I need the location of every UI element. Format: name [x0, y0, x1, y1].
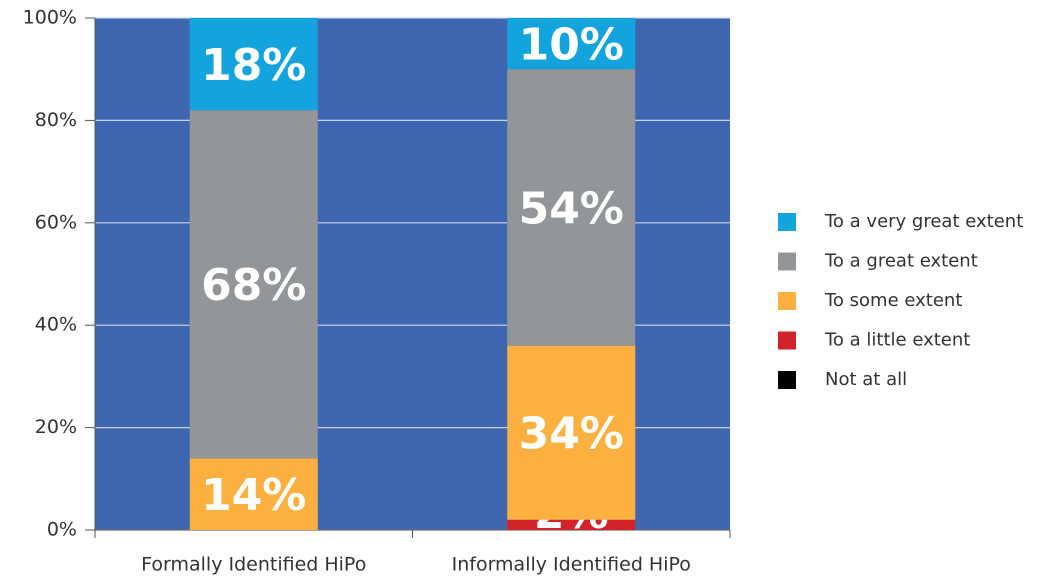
- y-tick-label: 80%: [35, 109, 77, 131]
- bar-segment: [507, 519, 636, 530]
- bar-segment: [507, 69, 636, 346]
- x-tick-label: Informally Identified HiPo: [452, 554, 691, 576]
- value-label: 34%: [519, 409, 624, 460]
- bar-segment: [189, 18, 318, 111]
- legend-swatch: [778, 213, 796, 231]
- bar-segment: [507, 345, 636, 520]
- bar-segment: [189, 458, 318, 530]
- legend-label: To a little extent: [824, 330, 970, 351]
- x-tick-label: Formally Identified HiPo: [141, 554, 366, 576]
- value-label: 18%: [201, 40, 306, 91]
- value-label: 14%: [201, 470, 306, 521]
- legend-label: To some extent: [824, 290, 962, 311]
- legend-swatch: [778, 331, 796, 350]
- value-label: 54%: [519, 183, 624, 234]
- bar-segment: [507, 18, 636, 70]
- legend-label: To a great extent: [824, 251, 978, 272]
- y-tick-label: 60%: [35, 211, 77, 233]
- legend-swatch: [778, 292, 796, 310]
- y-tick-label: 0%: [47, 519, 77, 541]
- bar-segment: [189, 110, 318, 459]
- y-tick-label: 40%: [35, 314, 77, 336]
- legend-swatch: [778, 252, 796, 271]
- legend-swatch: [778, 371, 796, 389]
- value-label: 10%: [519, 20, 624, 71]
- value-label: 68%: [201, 260, 306, 311]
- y-tick-label: 100%: [23, 7, 77, 29]
- legend-label: Not at all: [825, 369, 907, 390]
- y-tick-label: 20%: [35, 416, 77, 438]
- legend-label: To a very great extent: [824, 211, 1023, 232]
